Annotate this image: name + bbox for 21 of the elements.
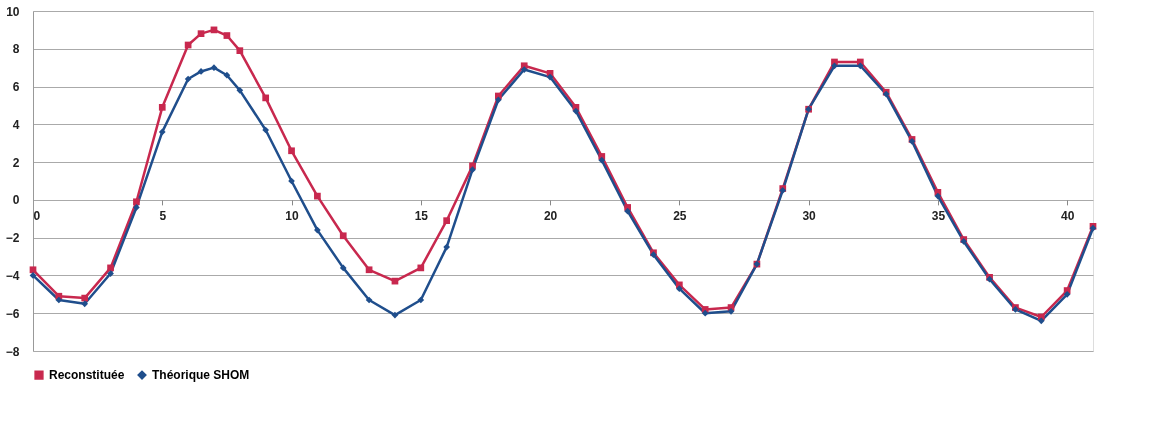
y-tick-label: −4 xyxy=(5,268,20,283)
x-tick-label: 40 xyxy=(1060,209,1075,224)
x-tick-label: 10 xyxy=(285,209,300,224)
x-tick-label: 35 xyxy=(931,209,946,224)
y-tick-label: 0 xyxy=(12,193,20,208)
x-tick-label: 25 xyxy=(673,209,687,224)
y-tick-label: 6 xyxy=(12,80,20,95)
y-tick-label: −8 xyxy=(5,344,20,359)
y-tick-label: 10 xyxy=(6,4,20,19)
x-tick-label: 0 xyxy=(33,209,41,224)
x-tick-label: 30 xyxy=(802,209,817,224)
legend-label: Théorique SHOM xyxy=(152,368,250,383)
y-tick-label: 2 xyxy=(12,155,20,170)
x-tick-label: 15 xyxy=(414,209,429,224)
y-tick-label: −2 xyxy=(5,231,20,246)
x-tick-label: 5 xyxy=(159,209,167,224)
y-tick-label: 4 xyxy=(12,117,20,132)
y-tick-label: −6 xyxy=(5,306,20,321)
x-tick-label: 20 xyxy=(543,209,558,224)
legend-label: Reconstituée xyxy=(49,368,125,383)
y-tick-label: 8 xyxy=(12,42,20,57)
